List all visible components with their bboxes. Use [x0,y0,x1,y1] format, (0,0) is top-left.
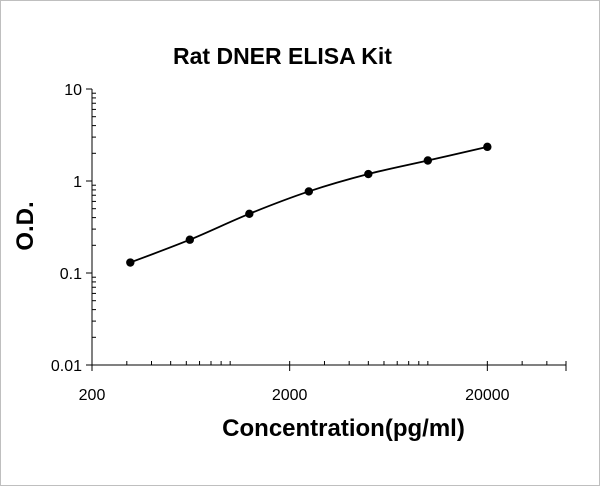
data-points [126,142,492,267]
data-point [245,209,254,219]
y-tick-label: 0.1 [60,266,82,283]
x-axis-title: Concentration(pg/ml) [222,415,465,442]
data-point [423,156,433,165]
data-point [185,235,195,244]
ticks: 10 1 0.1 0.01 200 2000 20000 [51,82,567,404]
data-point [304,187,314,196]
data-point [483,142,492,152]
data-point [364,169,373,179]
x-tick-label: 20000 [465,387,510,404]
series-line [129,145,488,264]
data-point [126,258,135,267]
y-tick-label: 1 [73,174,82,191]
y-tick-label: 0.01 [51,358,82,375]
axes [91,89,566,366]
y-tick-label: 10 [64,82,82,99]
fitted-curve [129,145,488,264]
x-tick-label: 2000 [272,387,308,404]
chart-title: Rat DNER ELISA Kit [173,43,392,69]
x-tick-label: 200 [79,387,106,404]
